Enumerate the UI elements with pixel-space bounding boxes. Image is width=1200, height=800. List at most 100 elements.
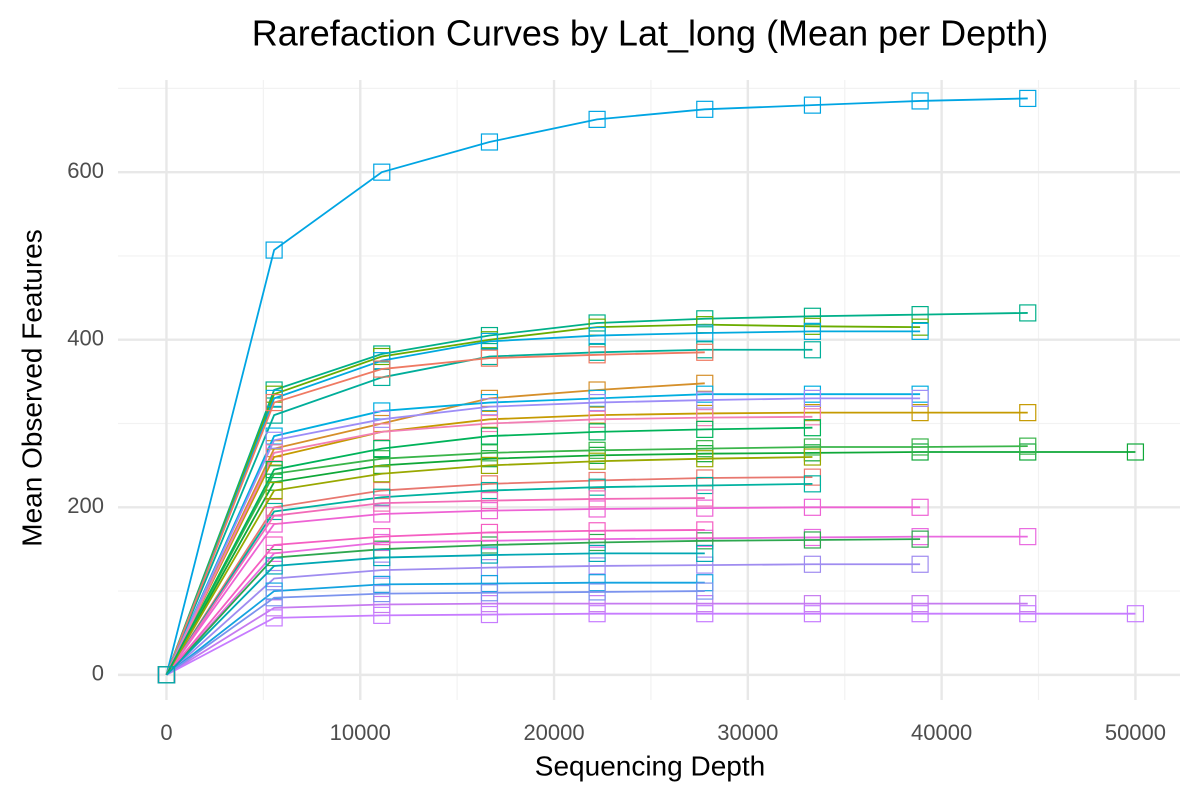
series-line [165,506,921,676]
point [803,408,822,426]
point [696,391,714,409]
point [373,360,391,378]
point [588,110,606,128]
series-line [165,348,813,676]
series-line [165,415,813,676]
x-axis-label: Sequencing Depth [535,750,765,781]
series-line [165,97,1028,676]
point [803,605,822,623]
point [1019,437,1037,455]
point [265,431,283,449]
point [373,548,391,567]
point [265,481,283,500]
point [373,575,391,593]
point [480,456,499,475]
point [1126,605,1145,623]
point [696,374,714,392]
point [696,343,714,361]
point [696,521,714,539]
point [265,569,283,588]
point [373,450,391,468]
point [696,440,714,458]
point [265,609,283,627]
point [480,605,499,624]
point [480,444,499,462]
series-line [165,456,813,676]
point [480,332,499,351]
point [696,499,714,517]
series-line [165,529,705,676]
point [803,307,822,325]
point [265,406,283,424]
point [588,423,606,441]
point [480,502,499,520]
point [696,409,714,427]
series-line [165,590,705,676]
point [803,419,822,437]
point [265,241,283,259]
point [265,444,283,462]
point [588,452,606,470]
point [803,96,822,114]
y-tick-label: 0 [92,661,104,686]
point [803,555,822,573]
x-tick-label: 20000 [523,720,584,745]
point [911,389,929,407]
point [588,393,606,412]
point [911,322,929,340]
point [588,500,606,518]
point [480,427,499,445]
point [1019,605,1037,623]
point [588,490,606,508]
series-line [165,330,921,676]
point [696,450,714,468]
y-tick-label: 200 [67,493,104,518]
point [696,556,714,574]
point [911,498,929,516]
point [588,441,606,459]
point [911,305,929,324]
point [803,389,822,407]
point [373,584,391,603]
point [373,163,391,181]
point [373,606,391,624]
series-line [165,397,921,676]
point [373,528,391,546]
point [588,410,606,428]
point [265,460,283,479]
point [480,349,499,367]
point [480,133,499,151]
point [265,599,283,617]
point [803,322,822,340]
point [373,505,391,523]
point [373,561,391,579]
point [588,583,606,601]
point [588,326,606,345]
point [696,544,714,562]
point [1019,304,1037,322]
point [373,423,391,441]
point [911,605,929,623]
point [588,605,606,623]
y-tick-label: 400 [67,326,104,351]
point [1019,404,1037,422]
series-line [165,482,813,676]
point [265,536,283,554]
series-line [165,426,813,676]
series-line [165,393,921,676]
point [265,507,283,525]
point [480,574,499,593]
point [696,324,714,342]
point [157,666,176,684]
series-line [165,581,705,676]
series-line [165,445,1028,676]
x-tick-label: 10000 [330,720,391,745]
point [696,532,714,550]
point [480,414,499,433]
series-line [165,552,705,676]
point [803,475,822,493]
point [696,582,714,600]
point [1019,528,1037,546]
series-line [165,497,705,676]
point [588,533,606,552]
